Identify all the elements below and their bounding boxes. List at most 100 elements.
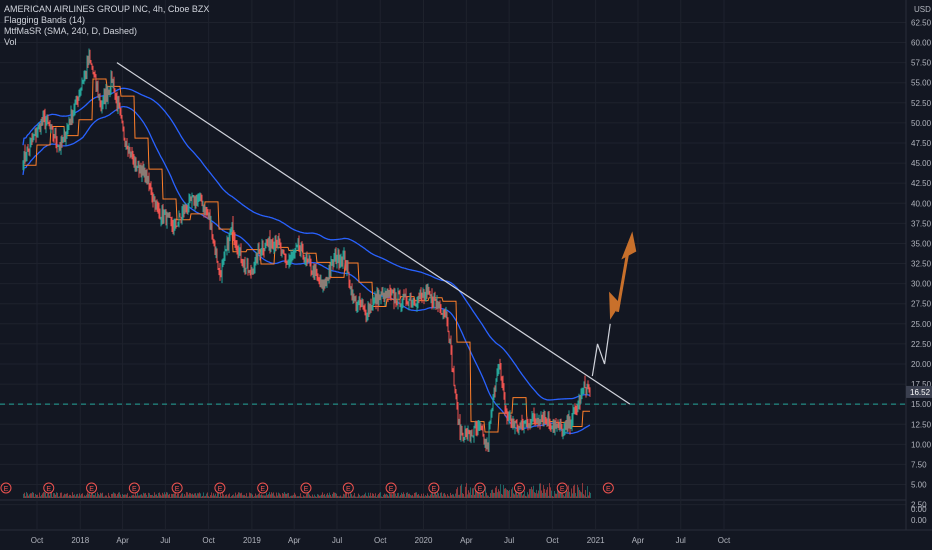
candle-body xyxy=(137,162,139,168)
indicator-volume[interactable]: Vol xyxy=(4,37,17,47)
volume-bar xyxy=(515,485,516,498)
candle-body xyxy=(277,239,279,247)
candle-body xyxy=(266,242,268,244)
candle-body xyxy=(210,222,212,224)
candle-body xyxy=(488,428,490,445)
volume-bar xyxy=(438,493,439,498)
volume-bar xyxy=(277,495,278,498)
volume-bar xyxy=(307,492,308,498)
volume-bar xyxy=(71,496,72,498)
indicator-mtfmasr[interactable]: MtfMaSR (SMA, 240, D, Dashed) xyxy=(4,26,138,36)
candle-body xyxy=(216,250,218,263)
candle-body xyxy=(199,193,201,197)
candle-body xyxy=(428,289,430,294)
volume-bar xyxy=(512,487,513,498)
volume-tick-label: 0.00 xyxy=(911,505,927,514)
volume-bar xyxy=(152,494,153,498)
candle-body xyxy=(501,377,503,382)
volume-bar xyxy=(191,494,192,498)
volume-bar xyxy=(535,493,536,498)
volume-bar xyxy=(216,496,217,498)
volume-bar xyxy=(397,493,398,498)
candle-body xyxy=(190,196,192,201)
volume-bar xyxy=(547,487,548,498)
volume-bar xyxy=(205,495,206,498)
volume-bar xyxy=(90,494,91,498)
volume-bar xyxy=(232,495,233,498)
volume-bar xyxy=(358,493,359,498)
price-tick-label: 15.00 xyxy=(911,400,932,409)
last-price-label: 16.52 xyxy=(910,388,931,397)
candle-body xyxy=(270,242,272,248)
earnings-marker-label: E xyxy=(46,486,51,493)
chart-legend: AMERICAN AIRLINES GROUP INC, 4h, Cboe BZ… xyxy=(4,4,209,48)
candle-body xyxy=(119,107,121,113)
volume-bar xyxy=(265,495,266,498)
volume-bar xyxy=(275,496,276,498)
candle-body xyxy=(169,215,171,218)
candle-body xyxy=(280,246,282,253)
candle-body xyxy=(484,439,486,443)
candle-body xyxy=(65,134,67,140)
candle-body xyxy=(504,396,506,411)
candle-body xyxy=(581,391,583,393)
earnings-marker-label: E xyxy=(478,486,483,493)
symbol-title[interactable]: AMERICAN AIRLINES GROUP INC, 4h, Cboe BZ… xyxy=(4,4,210,14)
indicator-flagging-bands[interactable]: Flagging Bands (14) xyxy=(4,15,86,25)
candle-body xyxy=(568,416,570,428)
volume-bar xyxy=(340,495,341,498)
candle-body xyxy=(304,260,306,263)
candle-body xyxy=(91,64,93,70)
volume-bar xyxy=(421,493,422,498)
volume-bar xyxy=(520,489,521,498)
candle-body xyxy=(421,294,423,298)
time-axis[interactable]: Oct 2018 Apr Jul Oct 2019 Apr Jul Oct 2020 Apr Jul O… xyxy=(31,536,731,545)
price-tick-label: 22.50 xyxy=(911,340,932,349)
volume-bar xyxy=(134,495,135,498)
candle-body xyxy=(201,199,203,206)
candle-body xyxy=(329,271,331,274)
candle-body xyxy=(548,416,550,425)
volume-bar xyxy=(568,485,569,498)
candlesticks xyxy=(22,48,591,453)
candle-body xyxy=(217,262,219,269)
candle-body xyxy=(312,268,314,274)
earnings-marker-label: E xyxy=(218,486,223,493)
volume-bar xyxy=(503,484,504,498)
volume-bar xyxy=(93,495,94,498)
volume-bar xyxy=(70,494,71,498)
candle-body xyxy=(370,304,372,308)
candle-body xyxy=(233,236,235,239)
candle-body xyxy=(322,282,324,286)
candle-body xyxy=(310,263,312,273)
candle-body xyxy=(423,294,425,299)
candle-body xyxy=(136,167,138,169)
volume-bar xyxy=(143,492,144,498)
volume-bar xyxy=(463,494,464,498)
candle-body xyxy=(182,209,184,214)
volume-bar xyxy=(408,493,409,498)
candle-body xyxy=(234,238,236,243)
price-axis[interactable]: USD 62.50 60.00 57.50 55.00 52.50 50.00 47.50 45… xyxy=(906,5,932,525)
candle-body xyxy=(491,409,493,414)
volume-bar xyxy=(491,489,492,498)
time-tick-label: 2019 xyxy=(243,536,261,545)
volume-bar xyxy=(293,494,294,498)
candle-body xyxy=(274,240,276,247)
candle-body xyxy=(405,293,407,303)
volume-bar xyxy=(291,495,292,498)
earnings-marker xyxy=(86,482,98,494)
volume-bar xyxy=(146,494,147,498)
candle-body xyxy=(243,261,245,267)
volume-bar xyxy=(347,496,348,498)
volume-bar xyxy=(24,492,25,498)
volume-bar xyxy=(306,493,307,498)
candle-body xyxy=(145,171,147,181)
volume-bar xyxy=(193,494,194,498)
candle-body xyxy=(275,240,277,247)
volume-bar xyxy=(474,494,475,498)
volume-bar xyxy=(187,492,188,498)
candle-body xyxy=(151,194,153,198)
candle-body xyxy=(99,96,101,104)
